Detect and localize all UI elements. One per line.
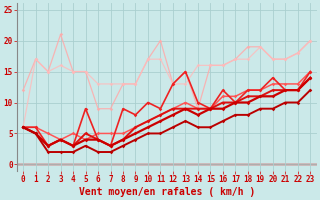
X-axis label: Vent moyen/en rafales ( km/h ): Vent moyen/en rafales ( km/h ): [79, 187, 255, 197]
